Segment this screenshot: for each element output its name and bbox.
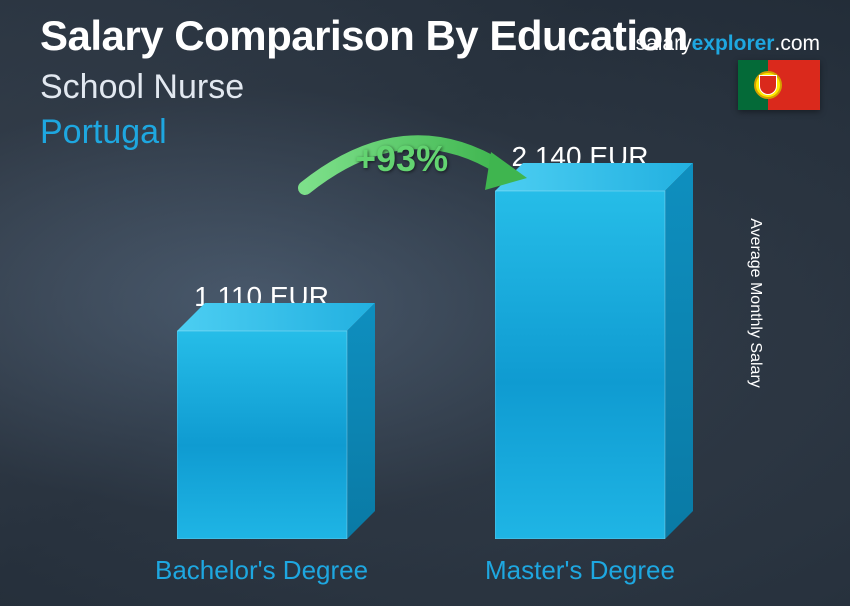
page-subtitle: School Nurse — [40, 68, 810, 107]
flag-shield — [759, 75, 777, 95]
flag-red-stripe — [768, 60, 820, 110]
percentage-increase-label: +93% — [355, 138, 448, 180]
bar-side-face — [347, 303, 375, 539]
bar-svg — [495, 163, 693, 539]
bar-3d — [177, 331, 347, 539]
bar-chart: 1,110 EUR — [100, 166, 750, 586]
bar-top-face — [177, 303, 375, 331]
bar-group-masters: 2,140 EUR — [485, 141, 675, 586]
bar-front-face — [177, 331, 347, 539]
bar-category-label: Bachelor's Degree — [155, 555, 368, 586]
brand-part3: .com — [774, 32, 820, 55]
brand-part2: explorer — [692, 32, 775, 55]
brand-logo: salaryexplorer.com — [636, 32, 820, 56]
bar-group-bachelors: 1,110 EUR — [155, 281, 368, 586]
bar-svg — [177, 303, 375, 539]
brand-part1: salary — [636, 32, 692, 55]
bar-top-face — [495, 163, 693, 191]
bar-category-label: Master's Degree — [485, 555, 675, 586]
bar-front-face — [495, 191, 665, 539]
flag-portugal — [738, 60, 820, 110]
bar-3d — [495, 191, 665, 539]
bar-side-face — [665, 163, 693, 539]
